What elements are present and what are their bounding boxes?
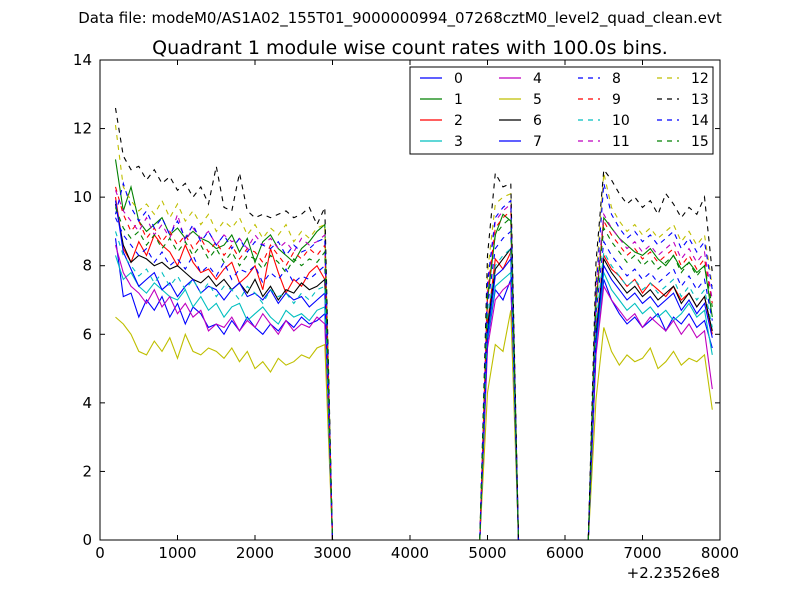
legend-item-12: 12 <box>657 71 709 87</box>
legend-label: 7 <box>533 134 542 150</box>
legend-label: 14 <box>691 113 709 129</box>
y-tick-label: 10 <box>73 188 92 206</box>
series-line-9 <box>114 186 713 540</box>
series-line-3 <box>114 255 713 540</box>
suptitle: Data file: modeM0/AS1A02_155T01_90000009… <box>78 9 722 28</box>
y-tick-label: 0 <box>82 531 92 549</box>
legend-item-6: 6 <box>499 113 542 129</box>
x-tick-label: 6000 <box>546 544 584 562</box>
x-tick-label: 5000 <box>468 544 506 562</box>
plot-frame <box>99 59 721 541</box>
y-tick-label: 2 <box>82 462 92 480</box>
legend-label: 9 <box>612 92 621 108</box>
legend-label: 2 <box>454 113 463 129</box>
series-line-0 <box>114 238 713 540</box>
x-tick-label: 1000 <box>158 544 196 562</box>
legend-label: 0 <box>454 71 463 87</box>
series-line-7 <box>114 200 713 540</box>
y-tick-label: 14 <box>73 51 92 69</box>
series-line-15 <box>114 207 713 540</box>
legend-item-5: 5 <box>499 92 542 108</box>
series-line-12 <box>114 125 713 540</box>
x-tick-label: 2000 <box>236 544 274 562</box>
series-line-13 <box>114 107 713 540</box>
y-tick-label: 6 <box>82 325 92 343</box>
series-layer <box>114 107 713 540</box>
series-line-8 <box>114 217 713 540</box>
legend-label: 5 <box>533 92 542 108</box>
legend-item-1: 1 <box>420 92 463 108</box>
legend-label: 6 <box>533 113 542 129</box>
series-line-2 <box>114 197 713 540</box>
legend-item-15: 15 <box>657 134 709 150</box>
legend-item-11: 11 <box>578 134 630 150</box>
legend-label: 1 <box>454 92 463 108</box>
series-line-14 <box>114 181 713 540</box>
legend-item-0: 0 <box>420 71 463 87</box>
legend-label: 12 <box>691 71 709 87</box>
x-tick-label: 3000 <box>313 544 351 562</box>
legend-label: 3 <box>454 134 463 150</box>
series-line-6 <box>114 203 713 540</box>
legend-label: 11 <box>612 134 630 150</box>
y-tick-label: 12 <box>73 120 92 138</box>
legend-item-2: 2 <box>420 113 463 129</box>
legend-label: 13 <box>691 92 709 108</box>
series-line-5 <box>115 310 713 540</box>
series-line-10 <box>114 231 713 540</box>
series-line-1 <box>114 159 713 540</box>
x-tick-label: 7000 <box>623 544 661 562</box>
legend-frame <box>409 66 714 155</box>
series-line-4 <box>114 244 713 540</box>
x-tick-label: 0 <box>95 544 105 562</box>
y-tick-label: 8 <box>82 257 92 275</box>
legend-item-13: 13 <box>657 92 709 108</box>
legend-label: 8 <box>612 71 621 87</box>
legend-item-7: 7 <box>499 134 542 150</box>
legend-label: 4 <box>533 71 542 87</box>
legend-item-8: 8 <box>578 71 621 87</box>
legend-item-4: 4 <box>499 71 542 87</box>
legend-label: 15 <box>691 134 709 150</box>
y-tick-label: 4 <box>82 394 92 412</box>
legend-item-3: 3 <box>420 134 463 150</box>
chart-title: Quadrant 1 module wise count rates with … <box>152 37 668 59</box>
x-tick-label: 8000 <box>701 544 739 562</box>
legend-label: 10 <box>612 113 630 129</box>
series-line-11 <box>114 190 713 540</box>
x-tick-label: 4000 <box>391 544 429 562</box>
x-offset-label: +2.23526e8 <box>627 564 720 582</box>
legend-item-9: 9 <box>578 92 621 108</box>
legend-item-10: 10 <box>578 113 630 129</box>
axis-ticks: 0 1000 2000 3000 4000 5000 6000 7000 80000246810… <box>73 51 739 562</box>
legend-item-14: 14 <box>657 113 709 129</box>
